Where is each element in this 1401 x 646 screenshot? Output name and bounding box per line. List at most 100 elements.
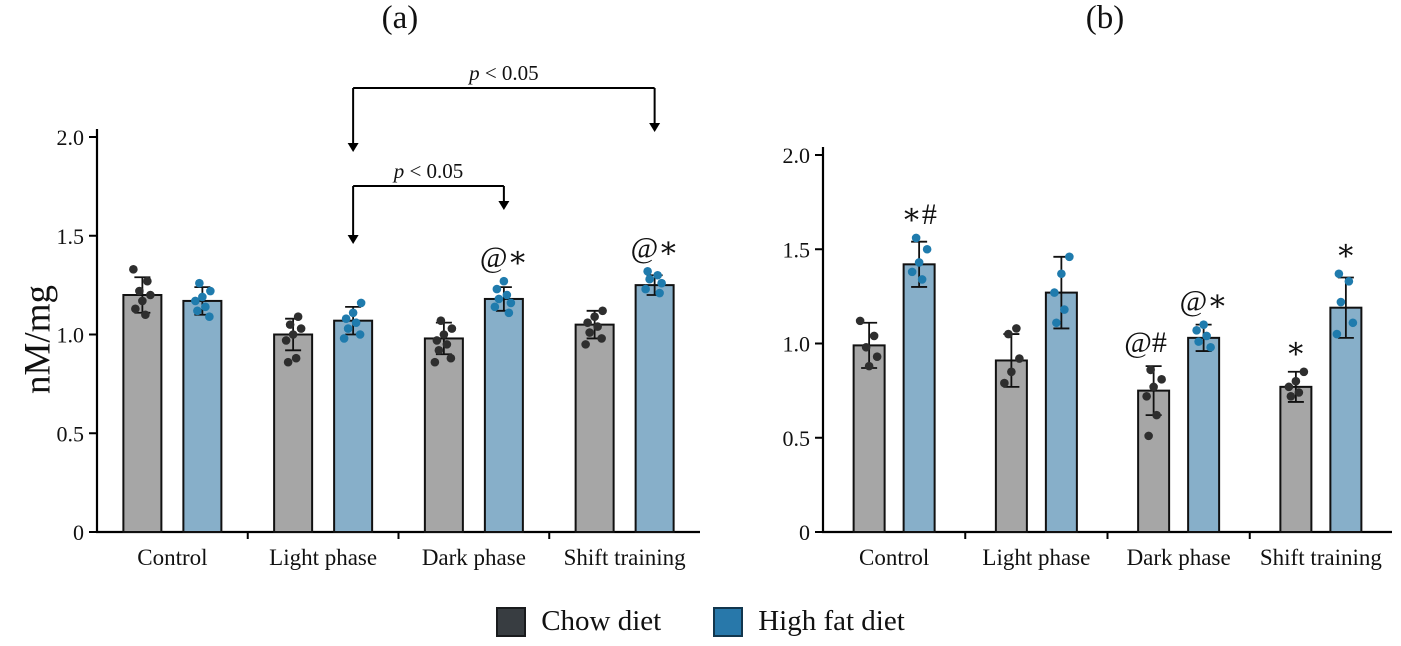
category-label: Dark phase	[1127, 545, 1231, 570]
data-point	[355, 330, 365, 339]
data-point	[283, 357, 293, 367]
data-point	[494, 294, 504, 304]
data-point	[653, 270, 662, 280]
data-point	[138, 296, 147, 306]
panel-b-title: (b)	[1085, 0, 1125, 36]
data-point	[583, 318, 592, 327]
chow-diet-legend-label: Chow diet	[541, 605, 662, 637]
chow-diet-swatch	[496, 606, 527, 637]
legend-item-chow-diet: Chow diet	[496, 605, 661, 638]
category-label: Control	[137, 545, 207, 570]
data-point	[146, 290, 155, 300]
data-point	[1202, 331, 1211, 341]
category-label: Light phase	[269, 545, 377, 570]
data-point	[1336, 297, 1346, 307]
data-point	[598, 306, 607, 316]
data-point	[205, 312, 214, 322]
bar-chow-diet-0	[122, 294, 163, 533]
panel-a-title: (a)	[381, 0, 419, 36]
data-point	[1192, 326, 1201, 335]
significance-annotation: ∗	[1286, 332, 1306, 365]
y-tick-label: 2.0	[57, 125, 85, 150]
data-point	[1294, 388, 1304, 397]
legend: Chow diet High fat diet	[0, 605, 1401, 638]
data-point	[291, 353, 301, 363]
category-label: Light phase	[982, 545, 1090, 570]
data-point	[351, 318, 361, 327]
y-tick-label: 0.5	[783, 426, 811, 451]
data-point	[1057, 269, 1066, 279]
significance-annotation: @#	[1124, 326, 1167, 359]
data-point	[1284, 382, 1294, 392]
data-point	[195, 278, 204, 288]
data-point	[864, 361, 874, 371]
data-point	[855, 316, 865, 326]
data-point	[1199, 320, 1208, 329]
data-point	[1146, 365, 1155, 375]
data-point	[1144, 431, 1153, 441]
data-point	[907, 267, 917, 277]
data-point	[135, 286, 144, 296]
arrowhead-down-icon	[498, 201, 510, 210]
significance-annotation: @∗	[480, 241, 528, 274]
arrowhead-down-icon	[649, 123, 661, 132]
data-point	[1334, 269, 1344, 279]
data-point	[872, 352, 882, 361]
chart-panel-a: 0 0.5 1.0 1.5 2.0 Control Light phase Dark phas…	[57, 61, 700, 570]
data-point	[643, 267, 652, 276]
p-value-label: p < 0.05	[392, 159, 464, 183]
data-point	[655, 288, 664, 298]
bar-high-fat-diet-0	[182, 299, 223, 533]
y-tick-label: 0	[73, 520, 84, 545]
data-point	[861, 342, 871, 352]
data-point	[1157, 375, 1166, 384]
bar-high-fat-diet-1	[333, 319, 374, 533]
y-tick-label: 1.5	[57, 224, 85, 249]
bar-chow-diet-1	[994, 359, 1028, 533]
arrowhead-down-icon	[347, 143, 359, 152]
data-point	[129, 265, 138, 274]
data-point	[502, 290, 512, 300]
bar-chow-diet-0	[852, 344, 886, 534]
data-point	[492, 284, 502, 294]
y-tick-label: 2.0	[783, 143, 811, 168]
data-point	[201, 302, 210, 312]
data-point	[490, 302, 500, 312]
data-point	[193, 306, 202, 316]
data-point	[430, 357, 440, 367]
bar-chow-diet-3	[1279, 385, 1313, 534]
data-point	[597, 334, 606, 343]
legend-item-high-fat-diet: High fat diet	[713, 605, 905, 638]
data-point	[1206, 342, 1215, 352]
data-point	[1012, 324, 1021, 333]
data-point	[131, 304, 140, 314]
data-point	[1052, 318, 1061, 328]
data-point	[348, 308, 358, 318]
y-tick-label: 1.5	[783, 237, 811, 262]
data-point	[645, 274, 654, 284]
data-point	[1149, 382, 1158, 392]
category-label: Shift training	[1260, 545, 1383, 570]
data-point	[1332, 329, 1342, 339]
data-point	[1152, 410, 1161, 420]
data-point	[281, 336, 291, 345]
data-point	[293, 312, 303, 322]
data-point	[1142, 391, 1151, 401]
data-point	[593, 322, 602, 331]
data-point	[641, 284, 650, 294]
bar-high-fat-diet-3	[634, 284, 675, 533]
data-point	[1004, 329, 1013, 339]
bar-chow-diet-3	[574, 323, 615, 533]
high-fat-diet-legend-label: High fat diet	[758, 605, 905, 637]
bar-chow-diet-1	[273, 333, 314, 533]
data-point	[1344, 276, 1354, 286]
bar-chow-diet-2	[423, 337, 464, 534]
data-point	[1194, 337, 1203, 346]
data-point	[447, 324, 457, 333]
data-point	[914, 258, 924, 267]
data-point	[143, 276, 152, 286]
data-point	[922, 244, 932, 254]
significance-annotation: @∗	[631, 231, 679, 264]
data-point	[1050, 288, 1059, 297]
